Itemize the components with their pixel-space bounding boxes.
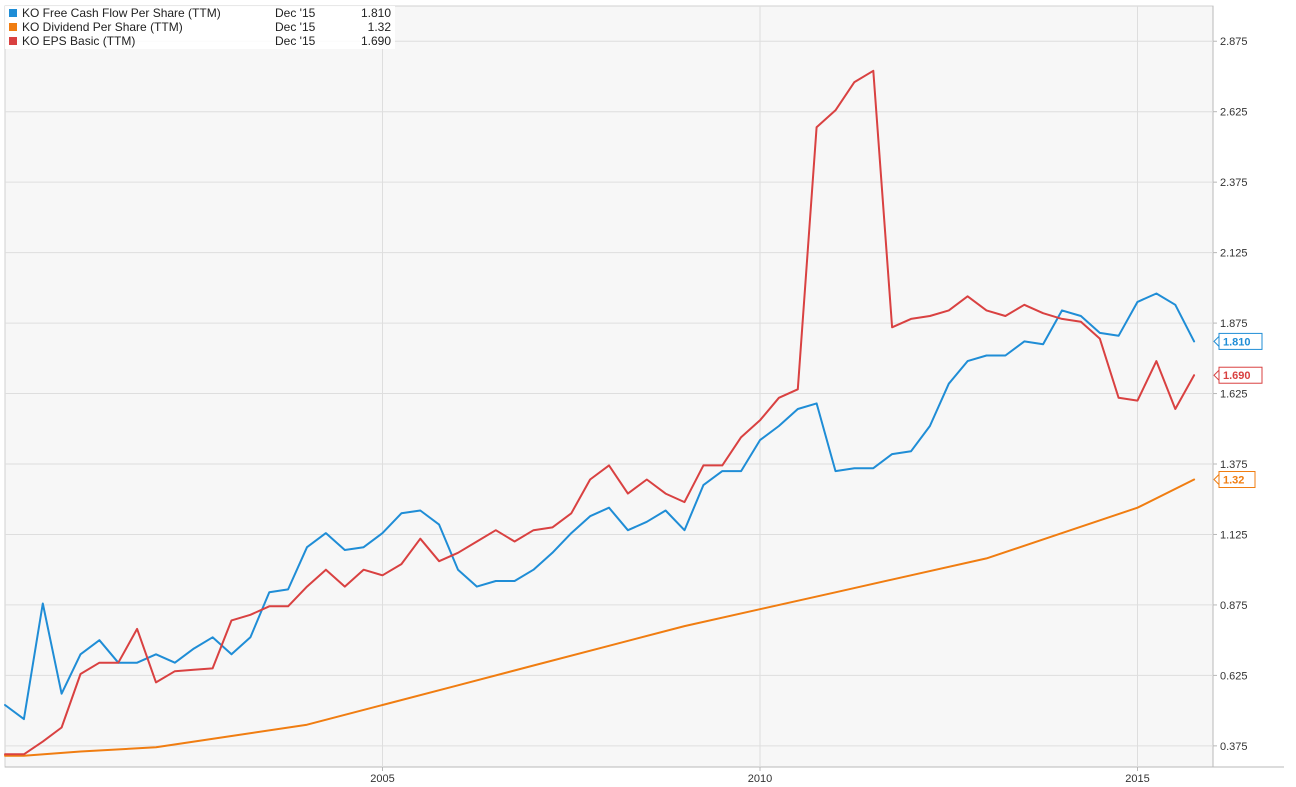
end-label-value: 1.32	[1223, 475, 1244, 487]
x-tick-label: 2015	[1125, 773, 1149, 785]
y-tick-label: 0.375	[1220, 741, 1248, 753]
y-tick-label: 1.375	[1220, 459, 1248, 471]
end-label-pointer	[1213, 369, 1220, 382]
legend-swatch	[9, 37, 17, 45]
series-group	[4, 69, 1196, 757]
plot-area	[4, 5, 1214, 768]
legend-date: Dec '15	[275, 6, 316, 20]
end-label-value: 1.690	[1223, 370, 1251, 382]
x-tick-label: 2005	[370, 773, 394, 785]
y-tick-label: 2.375	[1220, 177, 1248, 189]
legend-value: 1.810	[361, 6, 391, 20]
legend-series-name: KO Free Cash Flow Per Share (TTM)	[22, 6, 221, 20]
series-line	[4, 292, 1196, 721]
y-tick-label: 2.875	[1220, 36, 1248, 48]
x-axis: 2005 2010 2015	[370, 767, 1150, 785]
legend-background	[5, 6, 395, 49]
end-label-box	[1218, 471, 1256, 489]
legend-value: 1.690	[361, 34, 391, 48]
grid	[5, 6, 1213, 767]
legend-series-name: KO EPS Basic (TTM)	[22, 34, 135, 48]
y-tick-label: 2.125	[1220, 248, 1248, 260]
x-tick-label: 2010	[748, 773, 772, 785]
legend-date: Dec '15	[275, 20, 316, 34]
end-label-value: 1.810	[1223, 336, 1251, 348]
end-labels: 1.810 1.32 1.690	[1213, 332, 1263, 489]
y-tick-label: 2.625	[1220, 107, 1248, 119]
series-line	[4, 478, 1196, 757]
end-label-box	[1218, 332, 1263, 350]
end-label-pointer	[1213, 473, 1220, 486]
y-tick-label: 1.875	[1220, 318, 1248, 330]
series-line	[4, 69, 1196, 756]
legend-swatch	[9, 9, 17, 17]
end-label-pointer	[1213, 335, 1220, 348]
y-axis: 0.375 0.625 0.875 1.125 1.375 1.625 1.875 2.125…	[1213, 36, 1248, 753]
legend-value: 1.32	[368, 20, 392, 34]
y-tick-label: 0.875	[1220, 600, 1248, 612]
end-label-box	[1218, 366, 1263, 384]
legend-date: Dec '15	[275, 34, 316, 48]
legend-series-name: KO Dividend Per Share (TTM)	[22, 20, 183, 34]
legend: KO Free Cash Flow Per Share (TTM) Dec '15…	[5, 6, 395, 49]
legend-swatch	[9, 23, 17, 31]
y-tick-label: 1.625	[1220, 389, 1248, 401]
y-tick-label: 1.125	[1220, 529, 1248, 541]
y-tick-label: 0.625	[1220, 670, 1248, 682]
